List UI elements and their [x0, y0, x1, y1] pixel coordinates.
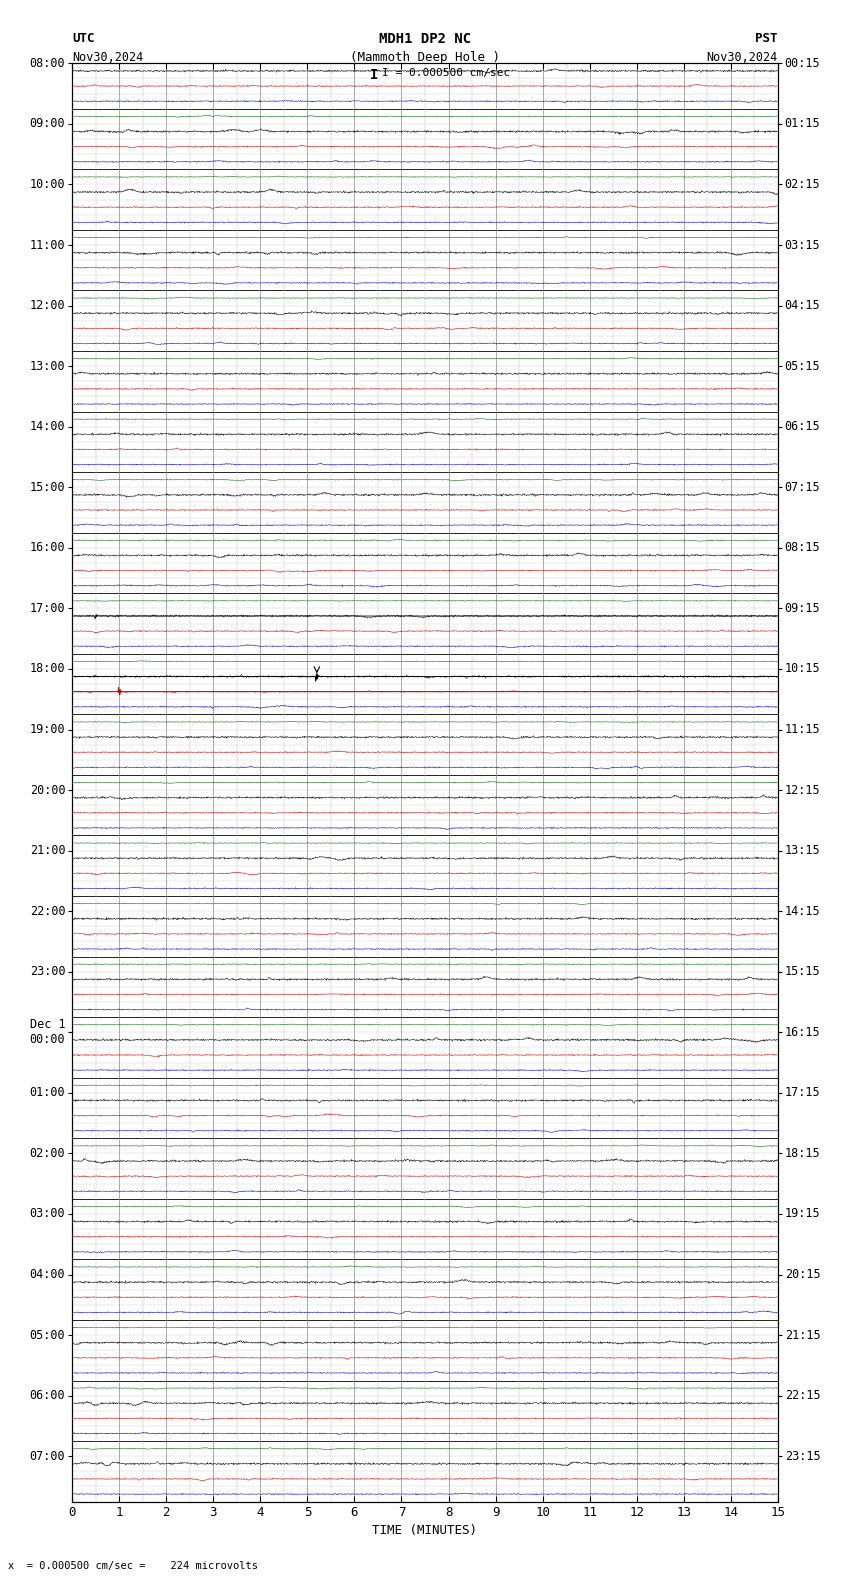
Text: MDH1 DP2 NC: MDH1 DP2 NC	[379, 32, 471, 46]
Text: (Mammoth Deep Hole ): (Mammoth Deep Hole )	[350, 51, 500, 63]
Text: Nov30,2024: Nov30,2024	[72, 51, 144, 63]
Text: I: I	[370, 68, 378, 82]
Text: x  = 0.000500 cm/sec =    224 microvolts: x = 0.000500 cm/sec = 224 microvolts	[8, 1562, 258, 1571]
Text: I = 0.000500 cm/sec: I = 0.000500 cm/sec	[382, 68, 511, 78]
Text: PST: PST	[756, 32, 778, 44]
Text: Nov30,2024: Nov30,2024	[706, 51, 778, 63]
X-axis label: TIME (MINUTES): TIME (MINUTES)	[372, 1524, 478, 1536]
Text: UTC: UTC	[72, 32, 94, 44]
